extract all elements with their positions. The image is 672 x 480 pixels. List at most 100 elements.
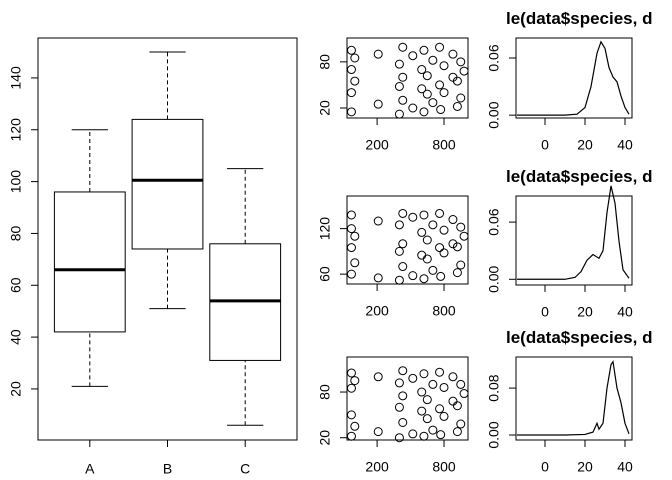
y-tick-label: 140 xyxy=(8,66,24,90)
point xyxy=(452,242,462,252)
y-tick-label: 40 xyxy=(8,329,24,345)
point xyxy=(428,379,438,389)
point xyxy=(350,258,360,268)
y-tick-label: 20 xyxy=(317,430,333,446)
x-tick-label: 800 xyxy=(432,137,456,153)
point xyxy=(428,425,438,435)
point xyxy=(448,396,458,406)
x-tick-label: 200 xyxy=(365,459,389,475)
point xyxy=(394,220,404,230)
point xyxy=(417,65,427,75)
point xyxy=(435,367,445,377)
point xyxy=(350,76,360,86)
point xyxy=(439,61,449,71)
point xyxy=(439,382,449,392)
y-tick-label: 80 xyxy=(8,225,24,241)
point xyxy=(398,208,408,218)
y-tick-label: 0.00 xyxy=(486,101,502,128)
point xyxy=(435,404,445,414)
x-tick-label: 800 xyxy=(432,459,456,475)
point xyxy=(435,208,445,218)
point xyxy=(346,88,356,98)
point xyxy=(419,431,429,441)
x-tick-label: 40 xyxy=(617,459,633,475)
point xyxy=(459,231,469,241)
x-tick-label: 20 xyxy=(577,459,593,475)
panel-title: le(data$species, d xyxy=(506,328,652,347)
point xyxy=(448,372,458,382)
point xyxy=(398,391,408,401)
point xyxy=(417,387,427,397)
point xyxy=(346,243,356,253)
panel-title: le(data$species, d xyxy=(506,9,652,28)
point xyxy=(459,389,469,399)
y-tick-label: 0.00 xyxy=(486,421,502,448)
point xyxy=(435,243,445,253)
point xyxy=(452,268,462,278)
point xyxy=(394,81,404,91)
x-tick-label: 200 xyxy=(365,303,389,319)
y-tick-label: 60 xyxy=(8,277,24,293)
plot-frame xyxy=(346,37,469,119)
y-tick-label: 0.06 xyxy=(486,44,502,71)
point xyxy=(398,262,408,272)
point xyxy=(419,45,429,55)
point xyxy=(456,379,466,389)
y-tick-label: 0.00 xyxy=(486,265,502,292)
point xyxy=(422,89,432,99)
point xyxy=(373,216,383,226)
point xyxy=(419,107,429,117)
plot-frame xyxy=(515,37,633,119)
point xyxy=(436,105,446,115)
point xyxy=(448,215,458,225)
point xyxy=(439,411,449,421)
point xyxy=(417,250,427,260)
point xyxy=(408,271,418,281)
x-tick-label: 20 xyxy=(577,137,593,153)
point xyxy=(346,224,356,234)
point xyxy=(408,429,418,439)
point xyxy=(428,220,438,230)
y-tick-label: 120 xyxy=(8,118,24,142)
point xyxy=(422,395,432,405)
panel-title: le(data$species, d xyxy=(506,167,652,186)
point xyxy=(350,421,360,431)
point xyxy=(346,368,356,378)
density-line xyxy=(517,360,630,436)
point xyxy=(417,84,427,94)
x-tick-label: 20 xyxy=(577,304,593,320)
point xyxy=(346,107,356,117)
point xyxy=(394,109,404,119)
point xyxy=(459,66,469,76)
x-tick-label: A xyxy=(85,461,95,477)
point xyxy=(436,430,446,440)
point xyxy=(408,212,418,222)
point xyxy=(417,406,427,416)
point xyxy=(452,427,462,437)
x-tick-label: 200 xyxy=(365,137,389,153)
density-line xyxy=(517,185,630,280)
point xyxy=(422,71,432,81)
point xyxy=(346,65,356,75)
point xyxy=(408,373,418,383)
point xyxy=(456,222,466,232)
point xyxy=(448,239,458,249)
point xyxy=(428,55,438,65)
point xyxy=(439,225,449,235)
point xyxy=(350,53,360,63)
point xyxy=(436,271,446,281)
point xyxy=(452,101,462,111)
point xyxy=(373,372,383,382)
point xyxy=(394,433,404,443)
x-tick-label: C xyxy=(240,461,250,477)
point xyxy=(346,45,356,55)
point xyxy=(394,59,404,69)
point xyxy=(373,49,383,59)
point xyxy=(422,414,432,424)
y-tick-label: 20 xyxy=(8,381,24,397)
y-tick-label: 0.06 xyxy=(486,208,502,235)
y-tick-label: 80 xyxy=(317,54,333,70)
point xyxy=(394,378,404,388)
point xyxy=(346,383,356,393)
y-tick-label: 120 xyxy=(317,217,333,241)
